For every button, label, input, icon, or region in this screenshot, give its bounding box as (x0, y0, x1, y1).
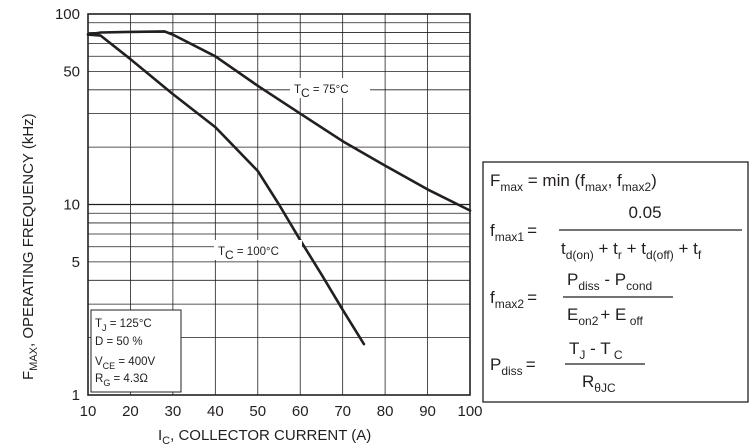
formula-pdiss-numerator: TJ - T C (569, 339, 623, 362)
curve-label-75-bg (290, 78, 370, 98)
y-axis-label: FMAX, OPERATING FREQUENCY (kHz) (20, 113, 40, 380)
y-tick-label: 5 (72, 254, 80, 271)
curve-label-100-bg (214, 240, 302, 260)
conditions-box (90, 309, 182, 393)
condition-rg: RG = 4.3Ω (95, 373, 148, 388)
x-tick-label: 20 (122, 403, 139, 420)
x-tick-labels: 10 20 30 40 50 60 70 80 90 100 (80, 403, 483, 420)
x-tick-label: 90 (419, 403, 436, 420)
y-tick-label: 100 (55, 6, 80, 23)
y-tick-label: 1 (72, 387, 80, 404)
y-tick-label: 50 (63, 63, 80, 80)
formula-fmax1-numerator: 0.05 (628, 203, 661, 222)
formula-pdiss-denominator: RθJC (582, 372, 616, 395)
plot-frame (87, 13, 471, 396)
x-tick-label: 80 (377, 403, 394, 420)
x-tick-label: 60 (292, 403, 309, 420)
condition-tj: TJ = 125°C (95, 318, 152, 333)
formula-fmax: Fmax = min (fmax, fmax2) (490, 171, 657, 194)
curve-label-100c: TC = 100°C (218, 246, 279, 262)
formula-fmax1-denominator: td(on) + tr + td(off) + tf (561, 239, 702, 262)
formula-fmax2-lhs: fmax2 = (490, 288, 537, 311)
x-tick-label: 100 (457, 403, 482, 420)
series-line-75c (86, 30, 472, 212)
x-axis-label: IC, COLLECTOR CURRENT (A) (158, 427, 371, 447)
x-tick-label: 70 (334, 403, 351, 420)
y-tick-label: 10 (63, 197, 80, 214)
series-line-100c (86, 33, 366, 346)
curves (86, 30, 472, 346)
y-tick-labels: 1 5 10 50 100 (55, 6, 80, 404)
x-tick-label: 30 (165, 403, 182, 420)
formula-fmax1-lhs: fmax1 = (490, 221, 537, 244)
condition-vce: VCE = 400V (95, 356, 155, 371)
curve-label-75c: TC = 75°C (294, 84, 349, 100)
condition-duty: D = 50 % (95, 336, 143, 348)
formula-fmax2-denominator: Eon2 + E off (567, 305, 644, 328)
formula-fmax2-numerator: Pdiss - Pcond (567, 270, 652, 293)
x-tick-label: 40 (207, 403, 224, 420)
formula-pdiss-lhs: Pdiss = (490, 355, 536, 378)
x-tick-label: 50 (249, 403, 266, 420)
x-tick-label: 10 (80, 403, 97, 420)
formula-box (482, 161, 749, 403)
